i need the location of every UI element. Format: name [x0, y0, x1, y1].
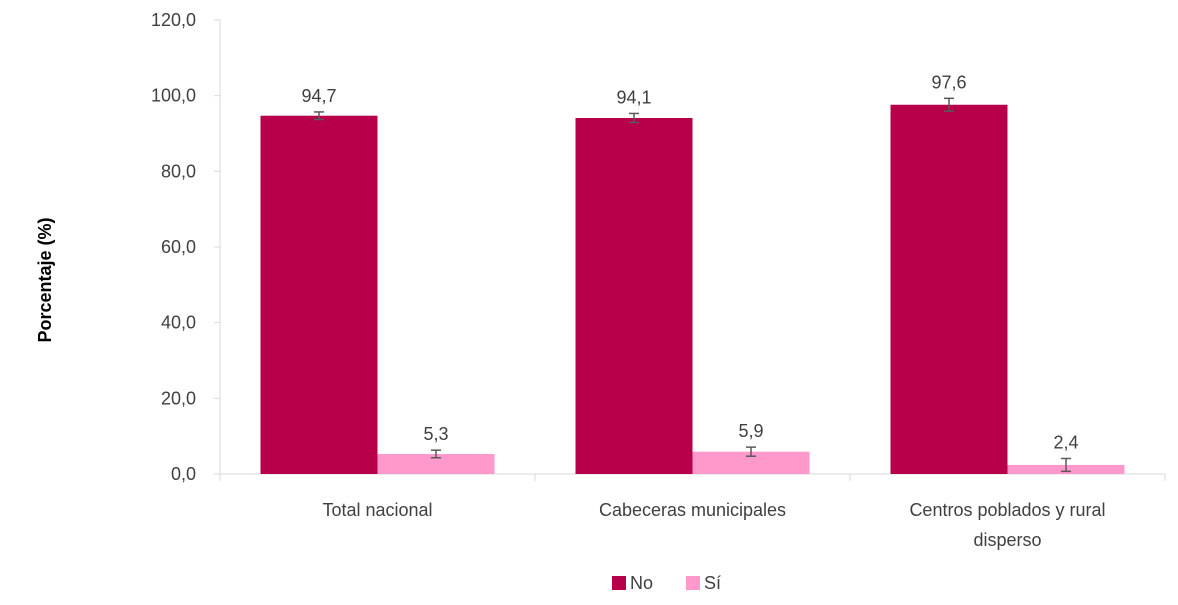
- bar-si: [377, 453, 495, 474]
- legend-label: Sí: [704, 573, 721, 593]
- axes: 0,0 20,0 40,0 60,0 80,0 100,0 120,0 Total nacio…: [151, 10, 1166, 550]
- y-tick-label: 40,0: [161, 313, 196, 333]
- bar-no: [890, 104, 1008, 474]
- y-tick-label: 0,0: [171, 464, 196, 484]
- category-label-line: disperso: [973, 530, 1041, 550]
- bars: [260, 97, 1125, 475]
- y-axis-label: Porcentaje (%): [35, 217, 55, 342]
- data-label: 97,6: [931, 72, 966, 92]
- category-label: Cabeceras municipales: [599, 500, 786, 520]
- y-tick-label: 100,0: [151, 86, 196, 106]
- bar-si: [692, 451, 810, 474]
- legend-swatch: [686, 576, 700, 590]
- category-label: Centros poblados y rural disperso: [909, 500, 1105, 550]
- bar-no: [575, 117, 693, 474]
- category-label-line: Centros poblados y rural: [909, 500, 1105, 520]
- y-tick-label: 20,0: [161, 388, 196, 408]
- bar-no: [260, 115, 378, 475]
- category-label: Total nacional: [322, 500, 432, 520]
- legend-swatch: [612, 576, 626, 590]
- data-label: 94,1: [616, 87, 651, 107]
- y-tick-label: 60,0: [161, 237, 196, 257]
- data-label: 2,4: [1053, 432, 1078, 452]
- y-axis-label-group: Porcentaje (%): [35, 217, 55, 342]
- y-tick-label: 120,0: [151, 10, 196, 30]
- legend: No Sí: [612, 573, 721, 593]
- category-label-line: Cabeceras municipales: [599, 500, 786, 520]
- category-label-line: Total nacional: [322, 500, 432, 520]
- data-label: 5,9: [738, 421, 763, 441]
- data-label: 5,3: [423, 424, 448, 444]
- y-tick-label: 80,0: [161, 161, 196, 181]
- data-label: 94,7: [301, 86, 336, 106]
- legend-label: No: [630, 573, 653, 593]
- data-labels: 94,7 94,1 97,6 5,3 5,9 2,4: [301, 72, 1078, 452]
